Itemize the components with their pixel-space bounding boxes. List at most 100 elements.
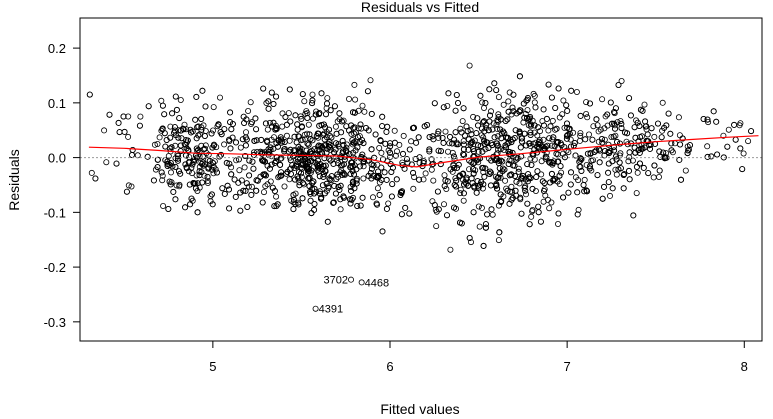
data-point [580,181,587,188]
data-point [626,149,633,156]
data-point [311,206,318,213]
data-point [277,161,284,168]
data-point [630,212,637,219]
data-point [563,135,570,142]
data-point [235,156,242,163]
data-point [626,176,633,183]
data-point [362,125,369,132]
data-point [731,121,738,128]
data-point [243,180,250,187]
data-point [351,81,358,88]
data-point [565,189,572,196]
data-point [286,86,293,93]
data-point [521,114,528,121]
data-point [245,183,252,190]
data-point [451,181,458,188]
data-point [470,148,477,155]
data-point [361,108,368,115]
data-point [627,112,634,119]
data-point [411,174,418,181]
data-point [667,130,674,137]
data-point [548,94,555,101]
outlier-point [312,305,319,312]
data-point [639,145,646,152]
data-point [480,242,487,249]
data-point [467,127,474,134]
data-point [283,132,290,139]
data-point [173,106,180,113]
data-point [445,90,452,97]
data-point [440,201,447,208]
data-point [216,153,223,160]
data-point [574,211,581,218]
data-point [268,89,275,96]
data-point [589,136,596,143]
data-point [125,133,132,140]
data-point [204,179,211,186]
data-point [167,181,174,188]
data-point [86,91,93,98]
data-point [539,178,546,185]
data-point [720,132,727,139]
data-point [172,196,179,203]
data-point [593,147,600,154]
data-point [201,145,208,152]
outlier-label: 4468 [365,277,389,289]
data-point [309,91,316,98]
data-point [504,116,511,123]
data-point [249,158,256,165]
data-point [549,160,556,167]
data-point [531,99,538,106]
y-tick-label: 0.2 [48,41,66,56]
data-point [522,110,529,117]
y-tick-label: 0.1 [48,96,66,111]
data-point [725,126,732,133]
data-point [295,133,302,140]
data-point [657,153,664,160]
data-point [595,138,602,145]
data-point [479,99,486,106]
data-point [607,192,614,199]
data-point [144,153,151,160]
data-point [444,178,451,185]
data-point [453,164,460,171]
data-point [263,100,270,107]
data-point [227,109,234,116]
data-point [677,141,684,148]
data-point [285,110,292,117]
data-point [253,137,260,144]
data-point [470,209,477,216]
data-point [339,171,346,178]
data-point [449,149,456,156]
data-point [412,155,419,162]
data-point [616,152,623,159]
data-point [564,120,571,127]
data-point [265,98,272,105]
data-point [552,105,559,112]
data-point [360,140,367,147]
data-point [364,88,371,95]
data-point [235,179,242,186]
data-point [482,224,489,231]
y-axis-title: Residuals [6,149,22,210]
data-point [645,170,652,177]
data-point [332,146,339,153]
data-point [351,109,358,116]
data-point [250,165,257,172]
data-point [189,128,196,135]
data-point [607,99,614,106]
data-point [262,120,269,127]
data-point [610,133,617,140]
data-point [590,123,597,130]
data-point [267,178,274,185]
data-point [518,210,525,217]
data-point [475,148,482,155]
data-point [491,134,498,141]
data-point [308,210,315,217]
data-point [339,137,346,144]
data-point [611,120,618,127]
data-point [116,129,123,136]
data-point [223,159,230,166]
data-point [485,144,492,151]
data-point [435,206,442,213]
